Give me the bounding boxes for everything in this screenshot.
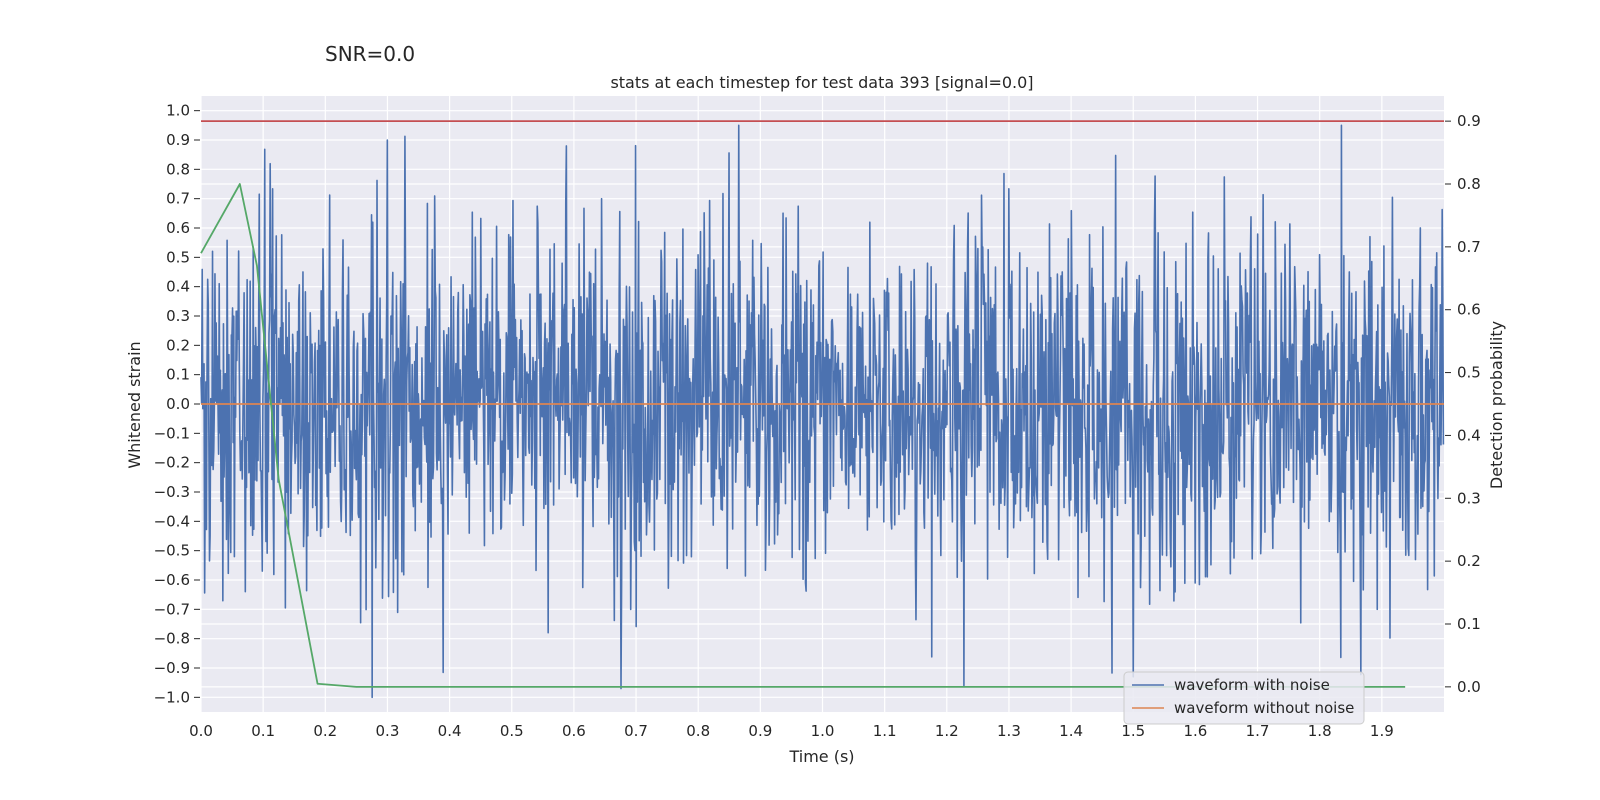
x-tick-label: 0.3 <box>376 722 400 740</box>
legend: waveform with noise waveform without noi… <box>1123 671 1365 725</box>
x-axis-ticks: 0.0 0.1 0.2 0.3 0.4 0.5 0.6 0.7 0.8 0.9 1.0 1.1 1.2 1… <box>189 722 1394 740</box>
chart-title: stats at each timestep for test data 393… <box>610 73 1033 92</box>
y2-axis-label: Detection probability <box>1487 321 1506 489</box>
legend-entry-noisy: waveform with noise <box>1174 676 1330 694</box>
y-tick-label: 0.5 <box>166 248 190 266</box>
y2-tick-label: 0.7 <box>1457 238 1481 256</box>
x-tick-label: 1.2 <box>935 722 959 740</box>
x-tick-label: 1.4 <box>1059 722 1083 740</box>
x-axis-label: Time (s) <box>788 747 854 766</box>
x-tick-label: 0.6 <box>562 722 586 740</box>
series-group <box>200 120 1445 699</box>
y-tick-label: 0.6 <box>166 219 190 237</box>
legend-box <box>1123 671 1365 725</box>
y-tick-label: 0.0 <box>166 395 190 413</box>
y-tick-label: 1.0 <box>166 102 190 120</box>
y-tick-label: −0.9 <box>154 659 190 677</box>
y-tick-label: −0.2 <box>154 454 190 472</box>
y-tick-label: 0.8 <box>166 160 190 178</box>
y-tick-label: −0.3 <box>154 483 190 501</box>
y-axis-ticks: 1.0 0.9 0.8 0.7 0.6 0.5 0.4 0.3 0.2 0.1 0.0 −0.1 −0.… <box>154 102 200 706</box>
y2-tick-label: 0.5 <box>1457 364 1481 382</box>
x-tick-label: 0.2 <box>313 722 337 740</box>
y2-axis-ticks: 0.9 0.8 0.7 0.6 0.5 0.4 0.3 0.2 0.1 0.0 <box>1445 112 1481 696</box>
x-tick-label: 0.8 <box>686 722 710 740</box>
y-tick-label: −0.5 <box>154 542 190 560</box>
x-tick-label: 1.8 <box>1308 722 1332 740</box>
y2-tick-label: 0.0 <box>1457 678 1481 696</box>
x-tick-label: 1.3 <box>997 722 1021 740</box>
y2-tick-label: 0.6 <box>1457 301 1481 319</box>
y-tick-label: −0.7 <box>154 600 190 618</box>
y-tick-label: 0.2 <box>166 336 190 354</box>
y-axis-label: Whitened strain <box>125 341 144 468</box>
y-tick-label: 0.3 <box>166 307 190 325</box>
y2-tick-label: 0.3 <box>1457 489 1481 507</box>
y-tick-label: −1.0 <box>154 688 190 706</box>
series-probability-line <box>200 183 1406 688</box>
y-tick-label: −0.1 <box>154 424 190 442</box>
y2-tick-label: 0.9 <box>1457 112 1481 130</box>
y2-tick-label: 0.2 <box>1457 552 1481 570</box>
x-tick-label: 0.5 <box>500 722 524 740</box>
x-tick-label: 1.9 <box>1370 722 1394 740</box>
legend-entry-clean: waveform without noise <box>1174 699 1354 717</box>
y-tick-label: 0.7 <box>166 190 190 208</box>
x-tick-label: 1.5 <box>1121 722 1145 740</box>
y2-tick-label: 0.8 <box>1457 175 1481 193</box>
x-tick-label: 1.1 <box>873 722 897 740</box>
x-tick-label: 0.7 <box>624 722 648 740</box>
y-tick-label: −0.6 <box>154 571 190 589</box>
y-tick-label: 0.9 <box>166 131 190 149</box>
x-tick-label: 0.0 <box>189 722 213 740</box>
x-tick-label: 1.0 <box>811 722 835 740</box>
y-tick-label: −0.4 <box>154 512 190 530</box>
x-tick-label: 0.9 <box>748 722 772 740</box>
y2-tick-label: 0.4 <box>1457 426 1481 444</box>
series-noisy-line <box>200 124 1445 699</box>
y-tick-label: 0.1 <box>166 366 190 384</box>
x-tick-label: 1.7 <box>1246 722 1270 740</box>
suptitle: SNR=0.0 <box>325 42 415 66</box>
y-tick-label: −0.8 <box>154 630 190 648</box>
y-tick-label: 0.4 <box>166 278 190 296</box>
x-tick-label: 0.4 <box>438 722 462 740</box>
y2-tick-label: 0.1 <box>1457 615 1481 633</box>
x-tick-label: 0.1 <box>251 722 275 740</box>
x-tick-label: 1.6 <box>1183 722 1207 740</box>
